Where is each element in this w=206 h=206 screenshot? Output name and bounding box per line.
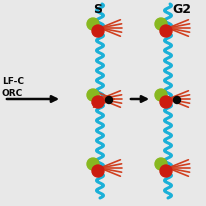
Circle shape	[87, 18, 99, 30]
Circle shape	[92, 96, 104, 108]
Circle shape	[155, 89, 167, 101]
Text: ORC: ORC	[2, 89, 23, 97]
Circle shape	[105, 96, 112, 103]
Circle shape	[160, 96, 172, 108]
Text: S: S	[94, 3, 103, 16]
Circle shape	[155, 18, 167, 30]
Circle shape	[160, 25, 172, 37]
Text: LF-C: LF-C	[2, 76, 24, 85]
Circle shape	[155, 158, 167, 170]
Circle shape	[87, 158, 99, 170]
Circle shape	[87, 89, 99, 101]
Circle shape	[173, 96, 180, 103]
Text: G2: G2	[172, 3, 191, 16]
Circle shape	[92, 25, 104, 37]
Circle shape	[160, 165, 172, 177]
Circle shape	[92, 165, 104, 177]
